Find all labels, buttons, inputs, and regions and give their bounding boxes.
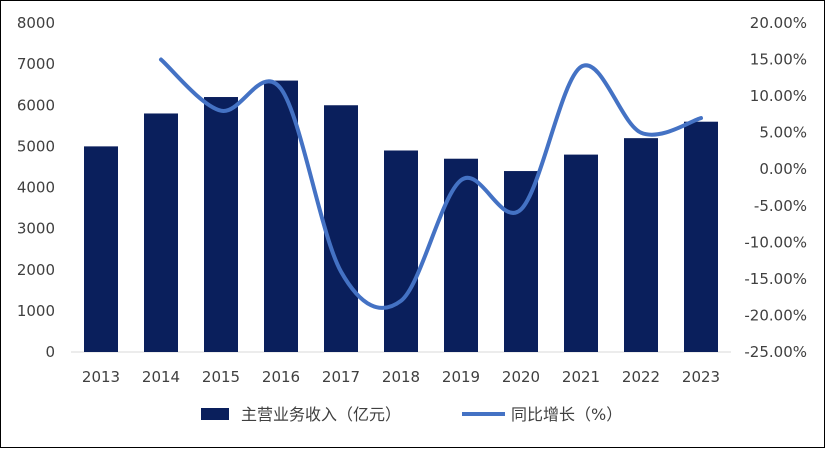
x-axis-tick-label: 2020 (502, 368, 540, 386)
bar-2015 (204, 97, 238, 353)
right-axis-tick-label: -25.00% (744, 343, 807, 361)
bar-series (84, 80, 718, 353)
left-axis-tick-label: 8000 (17, 14, 55, 32)
x-axis-tick-label: 2016 (262, 368, 300, 386)
x-axis-tick-label: 2021 (562, 368, 600, 386)
x-axis-tick-labels: 2013 2014 2015 2016 2017 2018 2019 2020 2021 2022… (82, 368, 720, 386)
x-axis-tick-label: 2019 (442, 368, 480, 386)
left-axis-tick-label: 3000 (17, 220, 55, 238)
bar-2016 (264, 80, 298, 352)
left-axis-tick-label: 4000 (17, 179, 55, 197)
x-axis-tick-label: 2022 (622, 368, 660, 386)
right-axis-tick-label: 10.00% (750, 87, 807, 105)
left-axis-tick-label: 2000 (17, 261, 55, 279)
right-axis-tick-label: 20.00% (750, 14, 807, 32)
legend-bar-swatch (201, 408, 229, 420)
right-axis-tick-label: -5.00% (754, 197, 807, 215)
left-axis-tick-label: 5000 (17, 137, 55, 155)
left-axis-tick-label: 6000 (17, 96, 55, 114)
x-axis-tick-label: 2018 (382, 368, 420, 386)
growth-line-series (159, 57, 703, 310)
bar-2019 (444, 158, 478, 352)
bar-2013 (84, 146, 118, 352)
right-axis-tick-label: 0.00% (759, 160, 807, 178)
left-axis-tick-label: 0 (45, 343, 55, 361)
right-axis-tick-label: -10.00% (744, 233, 807, 251)
x-axis-tick-label: 2014 (142, 368, 180, 386)
x-axis-tick-label: 2023 (682, 368, 720, 386)
bar-2023 (684, 121, 718, 352)
left-axis-tick-labels: 0 1000 2000 3000 4000 5000 6000 7000 8000 (17, 14, 55, 361)
right-axis-tick-labels: -25.00% -20.00% -15.00% -10.00% -5.00% 0.00% 5… (744, 14, 807, 361)
bar-2014 (144, 113, 178, 352)
bar-2021 (564, 154, 598, 352)
right-axis-tick-label: 15.00% (750, 51, 807, 69)
left-axis-tick-label: 1000 (17, 302, 55, 320)
legend-line-label: 同比增长（%） (511, 405, 622, 424)
right-axis-tick-label: 5.00% (759, 124, 807, 142)
right-axis-tick-label: -15.00% (744, 270, 807, 288)
bar-2020 (504, 171, 538, 352)
legend-bar-label: 主营业务收入（亿元） (241, 405, 401, 424)
left-axis-tick-label: 7000 (17, 55, 55, 73)
bar-2017 (324, 105, 358, 352)
right-axis-tick-label: -20.00% (744, 306, 807, 324)
bar-2022 (624, 138, 658, 352)
bar-2018 (384, 150, 418, 352)
x-axis-tick-label: 2013 (82, 368, 120, 386)
x-axis-tick-label: 2015 (202, 368, 240, 386)
legend: 主营业务收入（亿元） 同比增长（%） (201, 405, 622, 424)
x-axis-tick-label: 2017 (322, 368, 360, 386)
